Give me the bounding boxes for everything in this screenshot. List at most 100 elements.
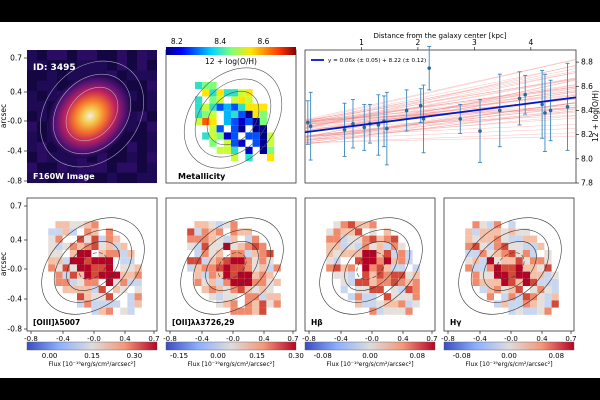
flux-pixel bbox=[340, 235, 348, 243]
flux-pixel bbox=[273, 293, 281, 301]
flux-pixel bbox=[486, 286, 494, 294]
flux-pixel bbox=[479, 264, 487, 272]
y-axis-label-top: arcsec bbox=[0, 104, 8, 128]
flux-pixel bbox=[486, 221, 494, 229]
flux-pixel bbox=[266, 300, 274, 308]
f160w-pixel bbox=[107, 142, 117, 153]
bootstrap-fit-line bbox=[304, 78, 577, 121]
flux-pixel bbox=[230, 278, 238, 286]
f160w-pixel bbox=[127, 152, 137, 163]
f160w-title: F160W Image bbox=[33, 172, 95, 181]
flux-colorbar-tick: 0.30 bbox=[127, 352, 143, 360]
flux-pixel bbox=[544, 293, 552, 301]
x-tick-label: -0.0 bbox=[87, 335, 101, 343]
f160w-pixel bbox=[37, 111, 47, 122]
x-tick-label: -0.0 bbox=[226, 335, 240, 343]
flux-pixel bbox=[201, 286, 209, 294]
flux-pixel bbox=[127, 250, 135, 258]
flux-pixel bbox=[237, 271, 245, 279]
flux-pixel bbox=[77, 278, 85, 286]
flux-panel-title: Hβ bbox=[311, 318, 323, 327]
flux-pixel bbox=[69, 278, 77, 286]
flux-pixel bbox=[383, 271, 391, 279]
flux-colorbar bbox=[165, 341, 297, 351]
f160w-pixel bbox=[147, 121, 157, 132]
metallicity-pixel bbox=[231, 110, 239, 118]
bootstrap-fit-line bbox=[304, 58, 577, 120]
flux-pixel bbox=[494, 286, 502, 294]
flux-pixel bbox=[530, 257, 538, 265]
f160w-pixel bbox=[37, 50, 47, 61]
flux-pixel bbox=[347, 235, 355, 243]
flux-pixel bbox=[544, 300, 552, 308]
flux-pixel bbox=[69, 257, 77, 265]
flux-pixel bbox=[201, 235, 209, 243]
flux-pixel bbox=[208, 235, 216, 243]
flux-pixel bbox=[194, 242, 202, 250]
bootstrap-fit-line bbox=[304, 117, 577, 137]
flux-pixel bbox=[252, 235, 260, 243]
x-tick-label: -0.4 bbox=[473, 335, 487, 343]
f160w-pixel bbox=[127, 172, 137, 184]
flux-pixel bbox=[69, 250, 77, 258]
flux-pixel bbox=[113, 300, 121, 308]
flux-pixel bbox=[376, 286, 384, 294]
flux-pixel bbox=[530, 286, 538, 294]
flux-pixel bbox=[369, 235, 377, 243]
flux-contour bbox=[41, 217, 145, 315]
flux-pixel bbox=[333, 228, 341, 236]
f160w-pixel bbox=[97, 152, 107, 163]
metallicity-pixel bbox=[252, 132, 260, 140]
flux-pixel bbox=[369, 307, 377, 315]
f160w-pixel bbox=[137, 60, 147, 71]
flux-pixel bbox=[55, 242, 63, 250]
f160w-pixel bbox=[37, 121, 47, 132]
f160w-pixel bbox=[37, 90, 47, 102]
flux-panel-oii: [OII]λλ3726,29 -0.8 -0.4 -0.0 0.4 0.7 -0.15 0.0… bbox=[163, 197, 304, 368]
f160w-contours bbox=[39, 60, 145, 168]
data-point bbox=[458, 117, 463, 121]
flux-pixel bbox=[216, 293, 224, 301]
y-tick-label: 8.6 bbox=[581, 82, 593, 91]
flux-pixel bbox=[216, 257, 224, 265]
flux-pixel bbox=[369, 264, 377, 272]
flux-colorbar-tick: 0.15 bbox=[249, 352, 265, 360]
flux-pixel bbox=[486, 293, 494, 301]
flux-pixel bbox=[376, 278, 384, 286]
flux-pixel bbox=[48, 257, 56, 265]
f160w-pixel bbox=[27, 131, 37, 143]
x-tick-label: 2 bbox=[416, 38, 421, 47]
flux-pixel bbox=[134, 278, 142, 286]
flux-pixel bbox=[91, 300, 99, 308]
flux-pixel bbox=[120, 278, 128, 286]
flux-pixel bbox=[77, 250, 85, 258]
flux-pixel bbox=[84, 228, 92, 236]
bootstrap-fit-line bbox=[304, 64, 577, 129]
flux-pixel bbox=[266, 278, 274, 286]
flux-pixel bbox=[230, 228, 238, 236]
metallicity-colorbar-ticks: 8.2 8.4 8.6 bbox=[171, 37, 270, 46]
f160w-pixel bbox=[127, 121, 137, 132]
data-point bbox=[478, 129, 482, 133]
flux-pixel bbox=[62, 242, 70, 250]
flux-colorbar-tick: -0.08 bbox=[314, 352, 332, 360]
metallicity-pixel bbox=[195, 96, 203, 104]
metallicity-pixel bbox=[223, 89, 231, 97]
flux-pixel bbox=[376, 271, 384, 279]
flux-pixel bbox=[405, 250, 413, 258]
f160w-pixel bbox=[27, 70, 37, 81]
flux-pixel bbox=[187, 242, 195, 250]
flux-pixel bbox=[551, 293, 559, 301]
flux-pixel bbox=[120, 286, 128, 294]
flux-pixel bbox=[223, 271, 231, 279]
x-tick-label: 0.4 bbox=[397, 335, 409, 343]
f160w-pixel bbox=[147, 172, 157, 184]
flux-pixel bbox=[216, 271, 224, 279]
metallicity-pixel bbox=[231, 125, 239, 133]
flux-pixel bbox=[405, 293, 413, 301]
flux-pixel bbox=[134, 293, 142, 301]
flux-pixel bbox=[412, 293, 420, 301]
flux-pixel bbox=[120, 271, 128, 279]
metallicity-pixel bbox=[195, 110, 203, 118]
flux-pixel bbox=[230, 242, 238, 250]
